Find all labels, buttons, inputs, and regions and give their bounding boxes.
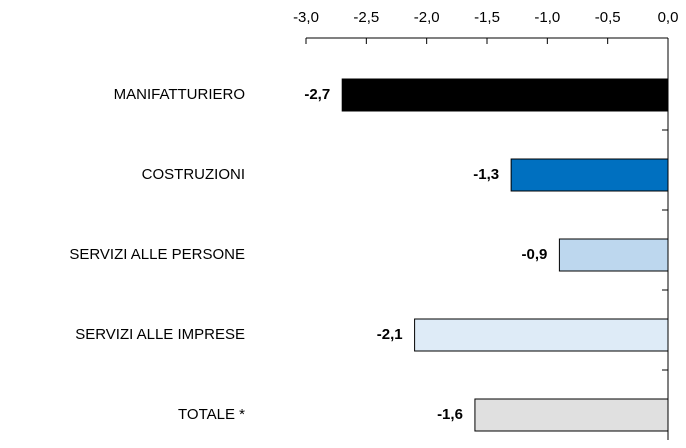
category-label: MANIFATTURIERO xyxy=(114,86,245,103)
category-label: TOTALE * xyxy=(178,406,245,423)
value-label: -1,3 xyxy=(473,166,499,183)
x-tick-label: -1,5 xyxy=(474,9,500,26)
value-label: -2,1 xyxy=(377,326,403,343)
value-label: -1,6 xyxy=(437,406,463,423)
bar xyxy=(510,158,669,192)
x-tick-label: -2,0 xyxy=(414,9,440,26)
bar xyxy=(341,78,669,112)
x-tick-label: -0,5 xyxy=(595,9,621,26)
x-tick-label: -3,0 xyxy=(293,9,319,26)
x-tick-label: 0,0 xyxy=(658,9,679,26)
category-label: SERVIZI ALLE IMPRESE xyxy=(75,326,245,343)
bar xyxy=(474,398,669,432)
bar xyxy=(558,238,669,272)
x-tick-label: -2,5 xyxy=(353,9,379,26)
category-label: SERVIZI ALLE PERSONE xyxy=(69,246,245,263)
x-tick-label: -1,0 xyxy=(534,9,560,26)
category-label: COSTRUZIONI xyxy=(142,166,245,183)
value-label: -0,9 xyxy=(522,246,548,263)
value-label: -2,7 xyxy=(304,86,330,103)
bar xyxy=(414,318,669,352)
